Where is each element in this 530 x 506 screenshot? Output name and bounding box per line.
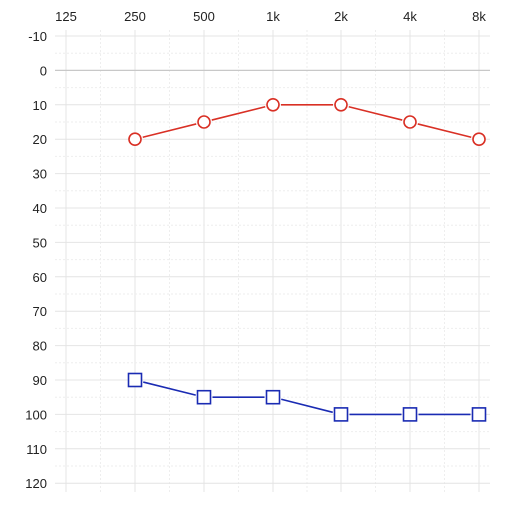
data-point-circle xyxy=(128,132,142,146)
x-tick-label: 1k xyxy=(266,9,280,24)
series-line-segment xyxy=(281,398,333,414)
data-point-circle xyxy=(403,115,417,129)
series-circle xyxy=(128,98,486,146)
series-line-segment xyxy=(348,105,403,121)
y-axis-tick-labels: -10 0 10 20 30 40 50 60 70 80 90 100 110 120 xyxy=(25,29,47,491)
data-point-square xyxy=(196,389,212,405)
y-tick-label: 70 xyxy=(33,304,47,319)
data-point-circle xyxy=(266,98,280,112)
data-point-square xyxy=(402,407,418,422)
data-point-square xyxy=(127,372,143,388)
x-tick-label: 2k xyxy=(334,9,348,24)
y-tick-label: 20 xyxy=(33,132,47,147)
data-point-circle xyxy=(197,115,211,129)
data-point-square xyxy=(333,407,349,422)
y-tick-label: -10 xyxy=(28,29,47,44)
series-line-segment xyxy=(142,123,197,139)
series xyxy=(127,98,487,422)
x-tick-label: 125 xyxy=(55,9,77,24)
series-line-segment xyxy=(143,381,196,396)
y-tick-label: 40 xyxy=(33,201,47,216)
series-line-segment xyxy=(211,105,266,121)
data-point-circle xyxy=(472,132,486,146)
y-tick-label: 50 xyxy=(33,235,47,250)
x-tick-label: 4k xyxy=(403,9,417,24)
y-tick-label: 90 xyxy=(33,373,47,388)
series-line-segment xyxy=(417,123,472,139)
series-square xyxy=(127,372,487,422)
data-point-circle xyxy=(334,98,348,112)
x-tick-label: 250 xyxy=(124,9,146,24)
y-tick-label: 10 xyxy=(33,98,47,113)
y-tick-label: 0 xyxy=(40,63,47,78)
y-tick-label: 100 xyxy=(25,407,47,422)
data-point-square xyxy=(265,389,281,405)
y-tick-label: 110 xyxy=(26,442,47,457)
y-tick-label: 80 xyxy=(33,339,47,354)
x-tick-label: 8k xyxy=(472,9,486,24)
y-tick-label: 60 xyxy=(33,270,47,285)
x-tick-label: 500 xyxy=(193,9,215,24)
y-tick-label: 120 xyxy=(25,476,47,491)
x-axis-tick-labels: 125 250 500 1k 2k 4k 8k xyxy=(55,9,486,24)
data-point-square xyxy=(471,407,487,422)
y-tick-label: 30 xyxy=(33,167,47,182)
